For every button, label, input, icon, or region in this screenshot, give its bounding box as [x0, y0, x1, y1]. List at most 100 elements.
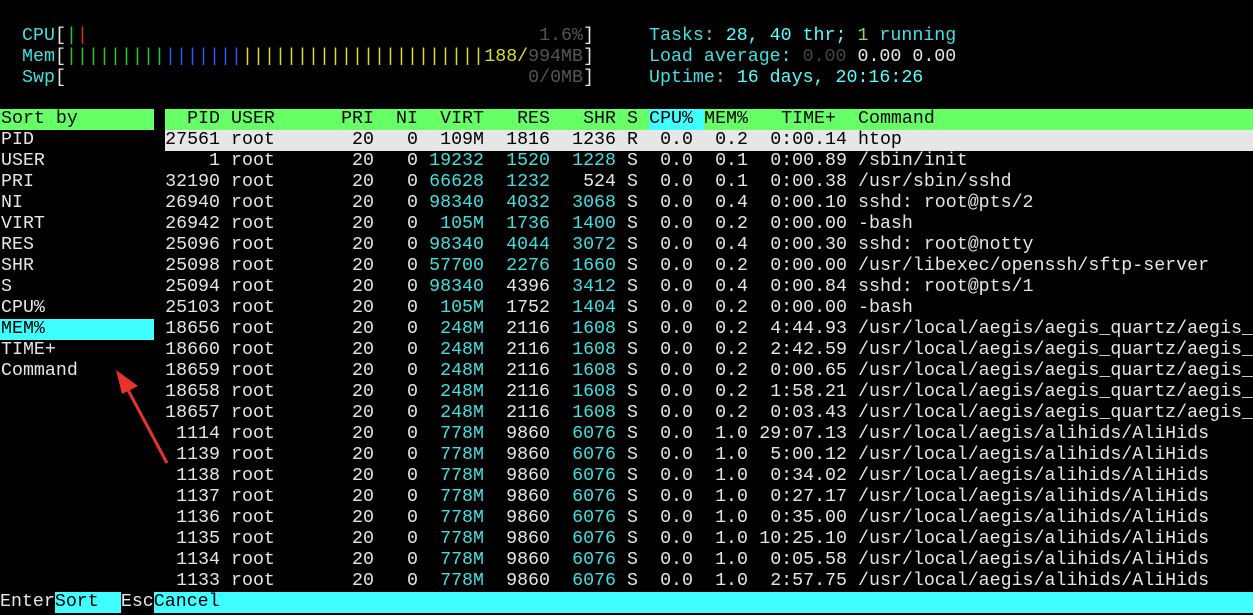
cell-cpu: 0.0: [660, 361, 693, 381]
cell-pid: 32190: [165, 172, 220, 192]
cell-res: 2116: [506, 382, 550, 402]
process-row[interactable]: 18657 root 20 0 248M 2116 1608 S 0.0 0.2 0:03.43/u…: [165, 403, 1253, 424]
mem-bar-segment: |: [308, 47, 319, 67]
cell-shr: 3072: [572, 235, 616, 255]
cell-pid: 1134: [176, 550, 220, 570]
cell-user: root: [231, 487, 275, 507]
cell-user: root: [231, 361, 275, 381]
process-row[interactable]: 25103 root 20 0 105M 1752 1404 S 0.0 0.2 0:00.00 -b…: [165, 298, 1253, 319]
sort-option-shr[interactable]: SHR: [1, 256, 34, 276]
cell-res: 1752: [506, 298, 550, 318]
column-header-user[interactable]: USER: [231, 109, 275, 129]
mem-bar-segment: |: [231, 47, 242, 67]
cell-time: 0:00.00: [770, 298, 847, 318]
mem-meter: Mem [ | | | | | | | | | | | | | | | | | | | | | | | | | | | | | | | | | |…: [22, 47, 594, 68]
cell-ni: 0: [407, 508, 418, 528]
cell-pri: 20: [352, 424, 374, 444]
cell-command: /usr/local/aegis/alihids/AliHids: [858, 424, 1210, 444]
sort-option-res[interactable]: RES: [1, 235, 34, 255]
process-row[interactable]: 25096 root 20 0 98340 4044 3072 S 0.0 0.4 0:00.30 s…: [165, 235, 1253, 256]
process-row[interactable]: 1133 root 20 0 778M 9860 6076 S 0.0 1.0 2:57.75/us…: [165, 571, 1253, 592]
cell-command: sshd: root@pts/1: [858, 277, 1034, 297]
cell-s: S: [627, 508, 638, 528]
cancel-button[interactable]: Cancel: [153, 592, 1253, 613]
cell-res: 9860: [506, 508, 550, 528]
process-row[interactable]: 1114 root 20 0 778M 9860 6076 S 0.0 1.0 29:07.13/u…: [165, 424, 1253, 445]
cell-user: root: [231, 235, 275, 255]
cell-res: 4044: [506, 235, 550, 255]
process-row[interactable]: 18658 root 20 0 248M 2116 1608 S 0.0 0.2 1:58.21/u…: [165, 382, 1253, 403]
cell-pid: 26942: [165, 214, 220, 234]
process-row[interactable]: 18660 root 20 0 248M 2116 1608 S 0.0 0.2 2:42.59/u…: [165, 340, 1253, 361]
cell-mem: 1.0: [715, 508, 748, 528]
sort-option-s[interactable]: S: [1, 277, 12, 297]
cell-s: S: [627, 172, 638, 192]
column-header-s[interactable]: S: [627, 109, 638, 129]
process-row[interactable]: 1136 root 20 0 778M 9860 6076 S 0.0 1.0 0:35.00/us…: [165, 508, 1253, 529]
cell-pri: 20: [352, 508, 374, 528]
process-row[interactable]: 25094 root 20 0 98340 4396 3412 S 0.0 0.4 0:00.84 s…: [165, 277, 1253, 298]
cell-time: 2:42.59: [770, 340, 847, 360]
mem-bar-segment: |: [418, 47, 429, 67]
process-row[interactable]: 27561 root 20 0 109M 1816 1236 R 0.0 0.2 0:00.14 ht…: [165, 130, 1253, 151]
mem-meter-value: 188/994MB: [484, 47, 583, 68]
sort-option-cpu[interactable]: CPU%: [1, 298, 45, 318]
process-row[interactable]: 25098 root 20 0 57700 2276 1660 S 0.0 0.2 0:00.00 /…: [165, 256, 1253, 277]
process-row[interactable]: 1138 root 20 0 778M 9860 6076 S 0.0 1.0 0:34.02/us…: [165, 466, 1253, 487]
column-header-cpu[interactable]: CPU%: [649, 109, 704, 130]
cell-shr: 6076: [572, 571, 616, 591]
enter-key[interactable]: Enter: [0, 592, 55, 613]
cell-shr: 3068: [572, 193, 616, 213]
process-row[interactable]: 26942 root 20 0 105M 1736 1400 S 0.0 0.2 0:00.00 -b…: [165, 214, 1253, 235]
process-row[interactable]: 18656 root 20 0 248M 2116 1608 S 0.0 0.2 4:44.93/u…: [165, 319, 1253, 340]
column-header-command[interactable]: Command: [858, 109, 935, 129]
column-header-ni[interactable]: NI: [396, 109, 418, 129]
cell-s: S: [627, 256, 638, 276]
process-row[interactable]: 1135 root 20 0 778M 9860 6076 S 0.0 1.0 10:25.10/u…: [165, 529, 1253, 550]
cell-command: /usr/local/aegis/aegis_quartz/aegis_: [858, 340, 1253, 360]
column-header-time[interactable]: TIME+: [781, 109, 836, 129]
cell-shr: 6076: [572, 508, 616, 528]
sort-option-user[interactable]: USER: [1, 151, 45, 171]
column-header-mem[interactable]: MEM%: [704, 109, 748, 129]
sort-option-virt[interactable]: VIRT: [1, 214, 45, 234]
cell-pri: 20: [352, 172, 374, 192]
cell-user: root: [231, 298, 275, 318]
cell-shr: 1236: [572, 130, 616, 150]
cell-shr: 1608: [572, 319, 616, 339]
process-row[interactable]: 1 root 20 0 19232 1520 1228 S 0.0 0.1 0:00.89/sbin…: [165, 151, 1253, 172]
process-row[interactable]: 18659 root 20 0 248M 2116 1608 S 0.0 0.2 0:00.65/u…: [165, 361, 1253, 382]
cell-pid: 18657: [165, 403, 220, 423]
cell-s: S: [627, 151, 638, 171]
cell-user: root: [231, 550, 275, 570]
column-header-res[interactable]: RES: [517, 109, 550, 129]
process-row[interactable]: 1139 root 20 0 778M 9860 6076 S 0.0 1.0 5:00.12/us…: [165, 445, 1253, 466]
sort-option-ni[interactable]: NI: [1, 193, 23, 213]
column-header-pri[interactable]: PRI: [341, 109, 374, 129]
sort-option-command[interactable]: Command: [1, 361, 78, 381]
cell-cpu: 0.0: [660, 340, 693, 360]
sort-option-mem[interactable]: MEM%: [0, 319, 154, 340]
column-header-pid[interactable]: PID: [187, 109, 220, 129]
cell-virt: 778M: [440, 445, 484, 465]
sort-button[interactable]: Sort: [54, 592, 121, 613]
sort-option-pid[interactable]: PID: [1, 130, 34, 150]
running-count: 1: [857, 26, 869, 46]
column-header-virt[interactable]: VIRT: [440, 109, 484, 129]
sort-option-time[interactable]: TIME+: [1, 340, 56, 360]
sort-option-pri[interactable]: PRI: [1, 172, 34, 192]
process-row[interactable]: 26940 root 20 0 98340 4032 3068 S 0.0 0.4 0:00.10 s…: [165, 193, 1253, 214]
cell-pri: 20: [352, 214, 374, 234]
esc-key[interactable]: Esc: [120, 592, 154, 613]
process-row[interactable]: 1134 root 20 0 778M 9860 6076 S 0.0 1.0 0:05.58/us…: [165, 550, 1253, 571]
process-row[interactable]: 1137 root 20 0 778M 9860 6076 S 0.0 1.0 0:27.17/us…: [165, 487, 1253, 508]
process-row[interactable]: 32190 root 20 0 66628 1232 524 S 0.0 0.1 0:00.38/u…: [165, 172, 1253, 193]
cell-mem: 0.2: [715, 319, 748, 339]
uptime-value: 16 days, 20:16:26: [736, 68, 924, 88]
cell-pri: 20: [352, 382, 374, 402]
cell-s: R: [627, 130, 638, 150]
column-header-shr[interactable]: SHR: [583, 109, 616, 129]
cell-pid: 1135: [176, 529, 220, 549]
cell-mem: 0.2: [715, 361, 748, 381]
